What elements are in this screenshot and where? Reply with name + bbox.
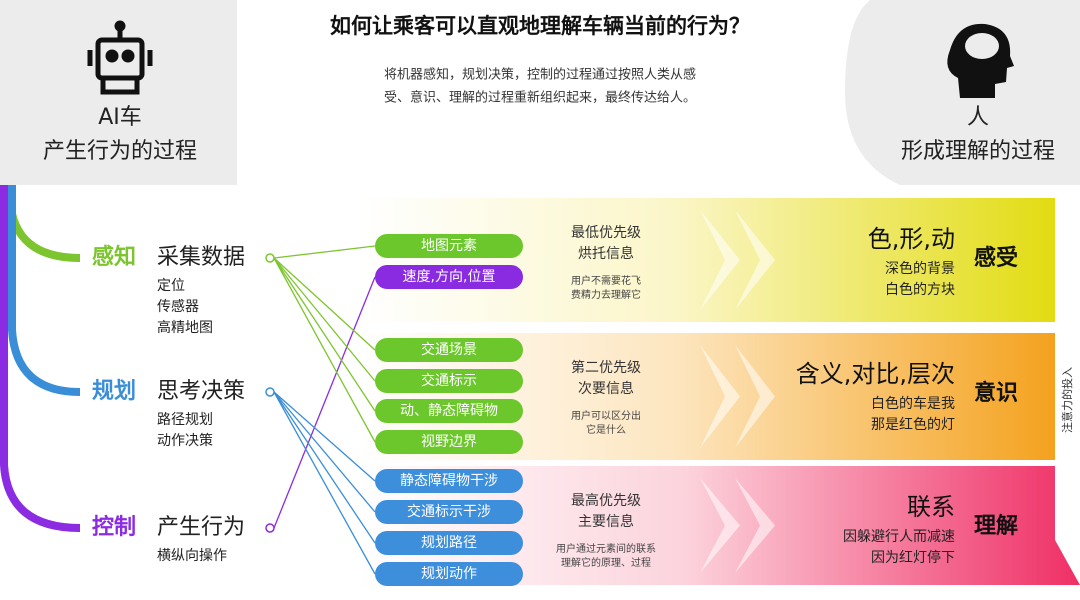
band-example: 因为红灯停下 — [871, 549, 955, 566]
tag — [375, 265, 523, 289]
connector — [273, 257, 376, 412]
connector-node — [265, 387, 275, 397]
tag-label: 交通标示干涉 — [407, 503, 491, 520]
stage-item: 传感器 — [157, 298, 199, 315]
tag — [375, 430, 523, 454]
tag — [375, 500, 523, 524]
chevron — [700, 478, 740, 573]
band-note: 用户可以区分出 — [571, 409, 641, 422]
band-priority: 最高优先级 — [571, 492, 641, 509]
band-heading: 色,形,动 — [868, 225, 955, 253]
band-priority: 第二优先级 — [571, 359, 641, 376]
connector — [273, 257, 376, 382]
stage-name: 感知 — [92, 244, 136, 270]
right-header-line: 人 — [967, 105, 989, 130]
subtitle: 将机器感知，规划决策，控制的过程通过按照人类从感 — [384, 67, 696, 83]
tag-label: 地图元素 — [421, 238, 477, 254]
connector — [273, 257, 376, 351]
tag — [375, 338, 523, 362]
connector — [273, 391, 376, 544]
chevron — [700, 345, 740, 448]
robot-icon — [87, 20, 153, 95]
tag-label: 规划动作 — [421, 566, 477, 582]
right-header-line: 形成理解的过程 — [901, 139, 1055, 164]
title: 如何让乘客可以直观地理解车辆当前的行为？ — [330, 14, 750, 38]
connector — [273, 391, 376, 513]
band-note: 费精力去理解它 — [571, 288, 641, 301]
tag — [375, 469, 523, 493]
band-note: 用户通过元素间的联系 — [556, 542, 656, 555]
stage-title: 采集数据 — [157, 245, 245, 270]
chevron — [700, 210, 740, 310]
stage-item: 高精地图 — [157, 319, 213, 336]
tag — [375, 531, 523, 555]
left-header-line: 产生行为的过程 — [43, 139, 197, 164]
tag-label: 交通场景 — [421, 341, 477, 358]
band — [360, 333, 1055, 460]
band-heading: 含义,对比,层次 — [796, 360, 955, 388]
band-note: 它是什么 — [586, 423, 626, 436]
connector — [273, 276, 376, 529]
band-heading: 联系 — [907, 493, 955, 521]
tag — [375, 399, 523, 423]
stage-title: 产生行为 — [157, 515, 245, 540]
chevron — [735, 210, 775, 310]
chevron — [735, 345, 775, 448]
tag-label: 规划路径 — [421, 535, 477, 551]
stage-item: 动作决策 — [157, 432, 213, 449]
connector — [273, 391, 376, 482]
band-info: 主要信息 — [578, 513, 634, 530]
stage-name: 规划 — [92, 379, 136, 404]
band-example: 那是红色的灯 — [871, 416, 955, 433]
side-label: 注意力的投入 — [1060, 367, 1074, 433]
band-example: 白色的车是我 — [871, 395, 955, 412]
band — [360, 198, 1055, 322]
band-label: 意识 — [974, 380, 1018, 406]
head-icon — [947, 23, 1014, 98]
tag-label: 视野边界 — [421, 434, 477, 450]
tag-label: 交通标示 — [421, 372, 477, 389]
stage-curve — [6, 185, 81, 262]
tag-label: 动、静态障碍物 — [400, 403, 498, 419]
connector-node — [265, 253, 275, 263]
chevron — [735, 478, 775, 573]
subtitle: 受、意识、理解的过程重新组织起来，最终传达给人。 — [384, 90, 696, 106]
stage-title: 思考决策 — [157, 379, 245, 404]
tag-label: 静态障碍物干涉 — [400, 473, 498, 489]
band-note: 用户不需要花飞 — [571, 274, 641, 287]
tag — [375, 562, 523, 586]
stage-curve — [0, 185, 81, 532]
band-example: 深色的背景 — [885, 260, 955, 277]
stage-item: 横纵向操作 — [157, 548, 227, 564]
connector — [273, 245, 376, 259]
band-info: 烘托信息 — [578, 245, 634, 262]
left-header-line: AI车 — [98, 105, 142, 130]
tag-label: 速度,方向,位置 — [403, 269, 496, 285]
band-info: 次要信息 — [578, 380, 634, 397]
connector — [273, 391, 376, 575]
stage-item: 定位 — [157, 278, 185, 294]
stage-item: 路径规划 — [157, 412, 213, 428]
tag — [375, 369, 523, 393]
tag — [375, 234, 523, 258]
stage-name: 控制 — [92, 514, 136, 540]
band-example: 因躲避行人而减速 — [843, 529, 955, 545]
band-priority: 最低优先级 — [571, 225, 641, 241]
band-label: 理解 — [974, 513, 1018, 539]
connector — [273, 257, 376, 443]
stage-curve — [8, 185, 81, 396]
band — [360, 466, 1080, 585]
band-note: 理解它的原理、过程 — [561, 556, 651, 569]
band-example: 白色的方块 — [885, 281, 955, 298]
connector-node — [265, 523, 275, 533]
band-label: 感受 — [974, 245, 1018, 271]
